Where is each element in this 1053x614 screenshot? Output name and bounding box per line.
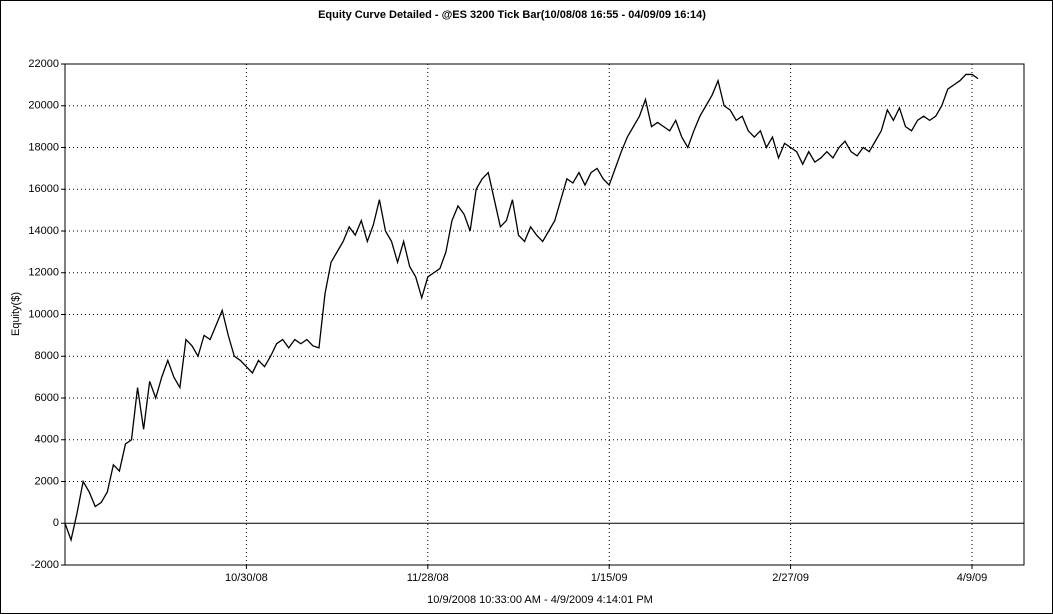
y-tick-label: 2000 xyxy=(35,475,59,487)
x-tick-label: 11/28/08 xyxy=(407,572,449,584)
x-tick-label: 4/9/09 xyxy=(957,572,988,584)
y-tick-label: -2000 xyxy=(31,559,59,571)
y-tick-label: 10000 xyxy=(28,308,59,320)
y-axis-label: Equity($) xyxy=(10,292,22,336)
y-tick-label: 22000 xyxy=(28,58,59,70)
y-tick-label: 18000 xyxy=(28,141,59,153)
x-tick-label: 2/27/09 xyxy=(772,572,809,584)
x-tick-label: 10/30/08 xyxy=(225,572,268,584)
y-tick-label: 14000 xyxy=(28,225,59,237)
y-tick-label: 0 xyxy=(53,517,59,529)
y-tick-label: 8000 xyxy=(35,350,59,362)
x-tick-label: 1/15/09 xyxy=(591,572,628,584)
y-tick-label: 6000 xyxy=(35,392,59,404)
y-tick-label: 4000 xyxy=(35,434,59,446)
y-tick-label: 16000 xyxy=(28,183,59,195)
y-tick-label: 20000 xyxy=(28,100,59,112)
x-axis-label: 10/9/2008 10:33:00 AM - 4/9/2009 4:14:01… xyxy=(427,594,653,606)
plot-area xyxy=(64,63,1025,566)
chart-title: Equity Curve Detailed - @ES 3200 Tick Ba… xyxy=(318,9,706,21)
equity-line xyxy=(64,73,979,543)
y-tick-label: 12000 xyxy=(28,267,59,279)
